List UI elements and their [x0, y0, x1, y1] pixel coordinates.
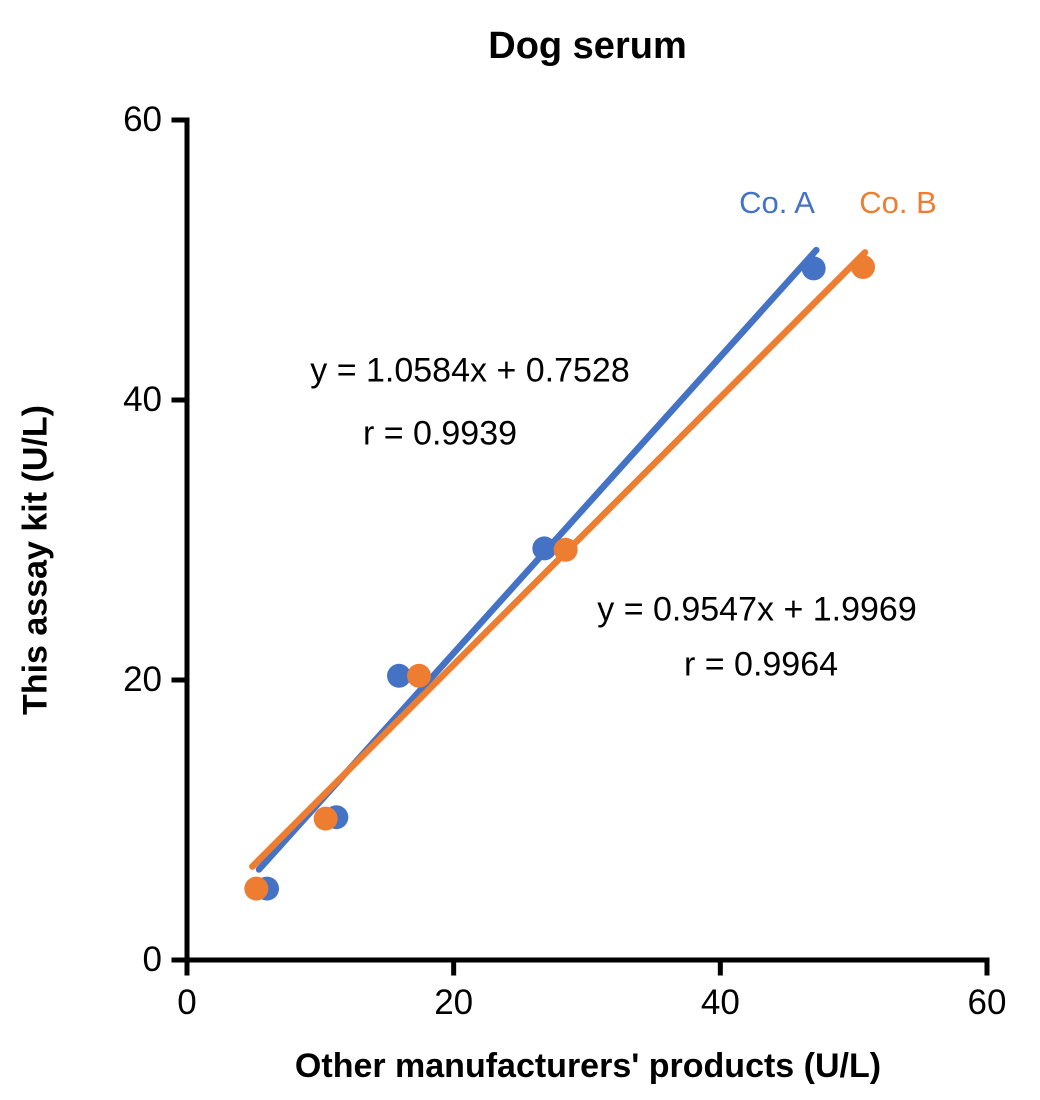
x-tick-label: 40 [700, 983, 740, 1022]
y-tick-label: 20 [123, 660, 162, 699]
y-tick-label: 60 [123, 100, 162, 139]
y-axis-title: This assay kit (U/L) [16, 405, 55, 715]
data-point-series-b [851, 255, 875, 279]
legend-label-series-a: Co. A [739, 185, 815, 220]
data-point-series-b [553, 537, 578, 562]
correlation-r-series-b: r = 0.9964 [683, 645, 839, 684]
x-tick-label: 20 [434, 983, 474, 1022]
x-tick-label: 0 [177, 983, 197, 1022]
chart-title: Dog serum [488, 25, 687, 67]
x-axis-title: Other manufacturers' products (U/L) [294, 1047, 882, 1085]
data-point-series-a [801, 256, 826, 281]
correlation-r-series-a: r = 0.9939 [362, 414, 518, 453]
data-point-series-b [407, 663, 431, 688]
trendline-equation-series-a: y = 1.0584x + 0.7528 [310, 351, 630, 390]
trendline-equation-series-b: y = 0.9547x + 1.9969 [597, 590, 917, 629]
data-point-series-a [532, 536, 557, 561]
data-point-series-b [313, 806, 338, 831]
y-tick-label: 40 [123, 380, 162, 419]
data-point-series-a [387, 663, 411, 688]
data-point-series-b [244, 876, 269, 901]
x-tick-label: 60 [967, 983, 1007, 1022]
y-tick-label: 0 [142, 940, 162, 979]
legend-label-series-b: Co. B [859, 185, 937, 220]
